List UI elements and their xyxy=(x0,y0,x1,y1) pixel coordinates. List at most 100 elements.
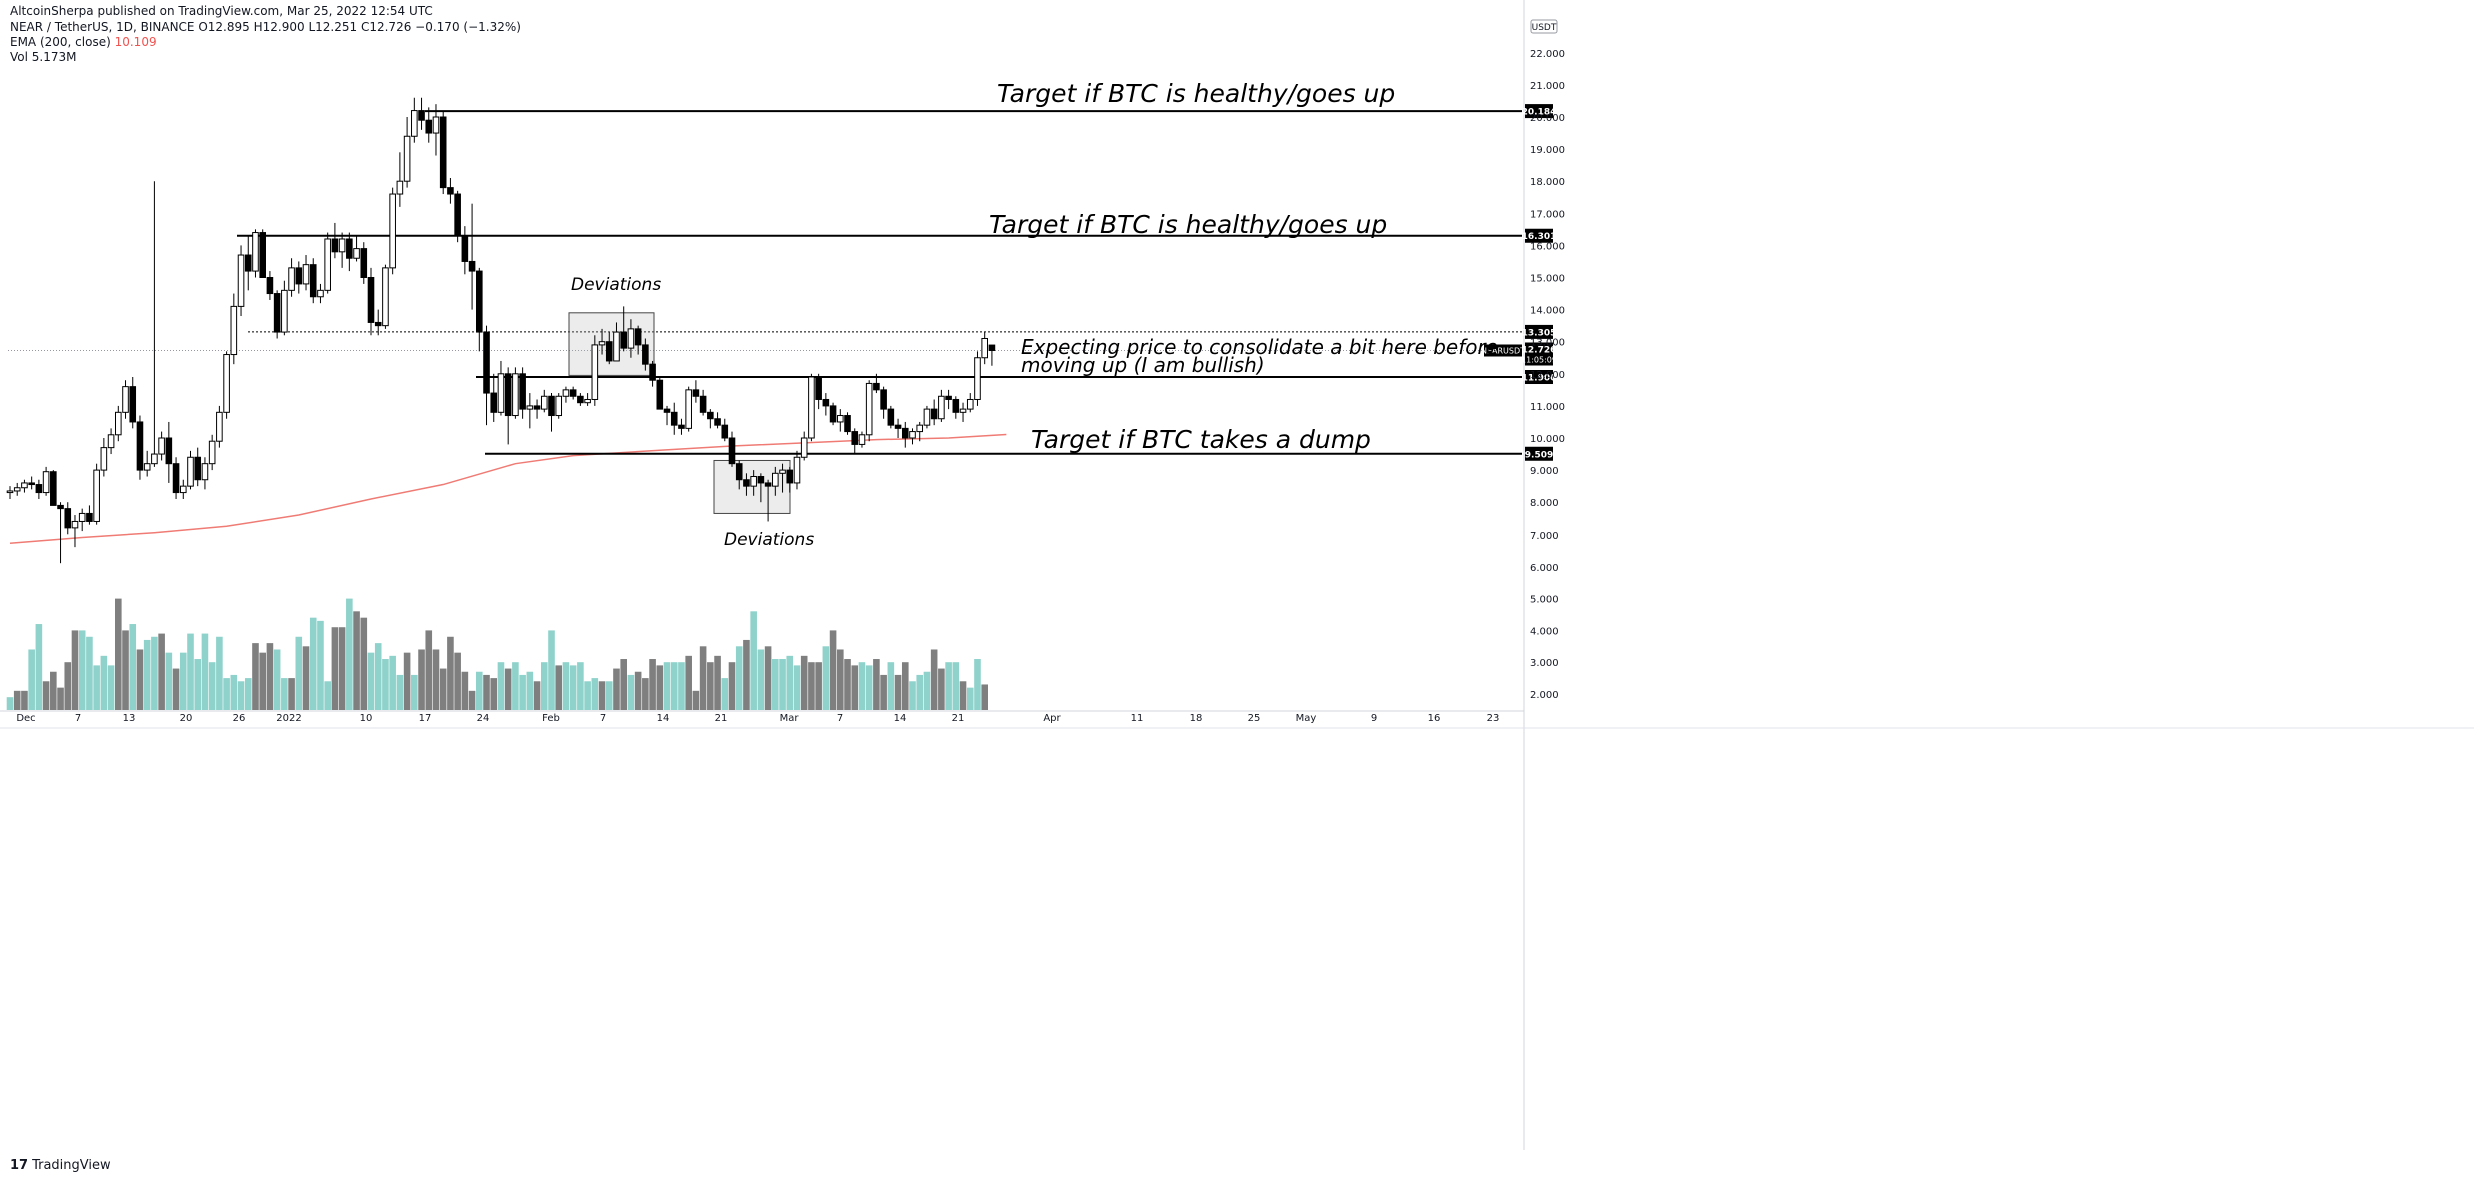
volume-bar xyxy=(6,697,14,710)
level-price-label: 16.301 xyxy=(1522,232,1557,242)
volume-bar xyxy=(750,611,757,710)
volume-bar xyxy=(887,662,895,710)
volume-bar xyxy=(129,624,137,710)
volume-bar xyxy=(324,681,331,710)
volume-bar xyxy=(714,655,721,710)
symbol-label: NEAR / TetherUS, 1D, BINANCE xyxy=(10,20,195,34)
volume-bar xyxy=(230,674,238,710)
volume-bar xyxy=(634,671,642,710)
volume-bar xyxy=(613,668,620,710)
candle-body xyxy=(800,437,808,458)
tradingview-logo[interactable]: 17 TradingView xyxy=(10,1158,111,1173)
candle-body xyxy=(403,135,411,182)
candle-body xyxy=(815,376,822,400)
volume-bar xyxy=(620,659,627,710)
y-tick-label: 21.000 xyxy=(1530,81,1565,92)
volume-bar xyxy=(179,652,187,710)
candle-body xyxy=(764,482,772,487)
x-tick-label: 2022 xyxy=(276,713,301,724)
volume-bar xyxy=(721,678,729,710)
candle-body xyxy=(230,305,238,356)
x-tick-label: 18 xyxy=(1190,713,1203,724)
volume-bar xyxy=(743,639,750,710)
low-value: L12.251 xyxy=(308,20,358,34)
annotation-target-mid[interactable]: Target if BTC is healthy/goes up xyxy=(989,210,1387,239)
candle-body xyxy=(179,485,187,494)
volume-bar xyxy=(952,662,960,710)
volume-bar xyxy=(837,649,844,710)
deviation-box-bottom[interactable] xyxy=(713,459,791,514)
ema-legend[interactable]: EMA (200, close) 10.109 xyxy=(10,35,157,49)
candle-body xyxy=(966,398,974,410)
y-tick-label: 5.000 xyxy=(1530,595,1559,606)
x-tick-label: 23 xyxy=(1487,713,1500,724)
x-tick-label: 14 xyxy=(657,713,670,724)
volume-bar xyxy=(605,681,613,710)
candle-body xyxy=(194,456,202,481)
candle-body xyxy=(302,264,310,285)
candle-body xyxy=(851,431,859,445)
candle-body xyxy=(309,264,317,298)
candle-body xyxy=(158,437,165,455)
volume-bar xyxy=(187,633,194,710)
y-tick-label: 16.000 xyxy=(1530,241,1565,252)
candle-body xyxy=(100,447,108,471)
change-value: −0.170 (−1.32%) xyxy=(415,20,521,34)
volume-bar xyxy=(107,665,115,710)
volume-bar xyxy=(360,617,368,710)
candle-body xyxy=(533,405,541,410)
volume-bar xyxy=(244,678,252,710)
candle-body xyxy=(497,373,505,413)
candle-body xyxy=(620,331,628,349)
level-price-box xyxy=(1525,370,1553,385)
volume-bar xyxy=(591,678,599,710)
candle-body xyxy=(216,411,223,442)
x-tick-label: 7 xyxy=(75,713,81,724)
candle-body xyxy=(562,389,570,397)
annotation-target-lower[interactable]: Target if BTC takes a dump xyxy=(1031,425,1371,454)
candle-body xyxy=(938,395,945,420)
candle-body xyxy=(21,482,28,489)
volume-bar xyxy=(569,665,577,710)
candle-body xyxy=(115,411,122,436)
y-tick-label: 10.000 xyxy=(1530,434,1565,445)
annotation-deviations-bottom[interactable]: Deviations xyxy=(724,530,814,550)
volume-bar xyxy=(93,665,100,710)
volume-bar xyxy=(42,681,50,710)
ema-value: 10.109 xyxy=(114,35,157,49)
candle-body xyxy=(374,321,382,327)
candle-body xyxy=(555,395,563,417)
annotation-deviations-top[interactable]: Deviations xyxy=(571,275,661,295)
volume-bar xyxy=(411,674,418,710)
volume-bar xyxy=(865,665,873,710)
candle-body xyxy=(822,398,830,407)
x-tick-label: 7 xyxy=(837,713,843,724)
volume-bar xyxy=(526,671,534,710)
volume-bar xyxy=(815,662,822,710)
volume-bar xyxy=(57,687,64,710)
volume-bar xyxy=(916,674,924,710)
volume-bar xyxy=(374,643,382,710)
volume-bar xyxy=(901,662,909,710)
currency-badge[interactable] xyxy=(1530,19,1558,34)
volume-bar xyxy=(288,678,295,710)
candle-body xyxy=(266,277,274,295)
candle-body xyxy=(837,415,844,423)
volume-bar xyxy=(64,662,72,710)
candle-body xyxy=(519,373,526,410)
volume-legend[interactable]: Vol 5.173M xyxy=(10,50,77,64)
volume-bar xyxy=(346,598,353,710)
open-value: O12.895 xyxy=(198,20,250,34)
volume-bar xyxy=(844,659,851,710)
candle-body xyxy=(317,289,324,298)
candle-body xyxy=(880,389,887,410)
x-tick-label: Feb xyxy=(542,713,560,724)
annotation-consolidate-line2[interactable]: moving up (I am bullish) xyxy=(1021,353,1265,377)
annotation-target-upper[interactable]: Target if BTC is healthy/goes up xyxy=(997,79,1395,108)
volume-bar xyxy=(100,655,108,710)
volume-bar xyxy=(772,659,779,710)
candle-body xyxy=(735,463,743,481)
annotation-consolidate-line1[interactable]: Expecting price to consolidate a bit her… xyxy=(1021,335,1498,359)
symbol-tag-label: NEARUSDT xyxy=(1481,346,1525,355)
